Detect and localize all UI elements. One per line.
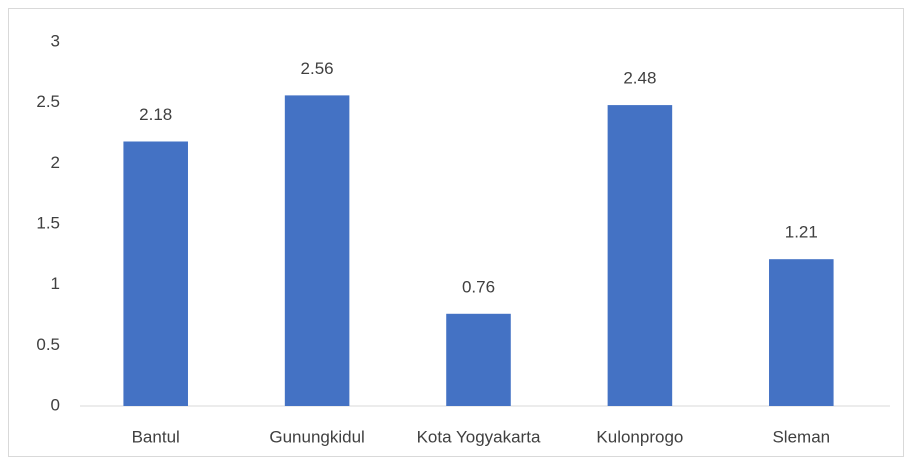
y-tick-label: 1 [51, 274, 60, 293]
bar [446, 313, 511, 406]
y-tick-label: 3 [51, 31, 60, 50]
y-tick-label: 2 [51, 153, 60, 172]
data-label: 1.21 [785, 223, 818, 242]
bar [607, 105, 673, 407]
bar [123, 141, 188, 406]
x-tick-label: Bantul [132, 427, 180, 446]
y-tick-label: 2.5 [36, 92, 60, 111]
x-tick-label: Sleman [772, 427, 830, 446]
data-label: 0.76 [462, 277, 495, 296]
y-tick-label: 0.5 [36, 335, 60, 354]
y-tick-label: 0 [51, 395, 60, 414]
data-label: 2.18 [139, 105, 172, 124]
y-tick-label: 1.5 [36, 213, 60, 232]
x-tick-label: Kulonprogo [596, 427, 683, 446]
x-tick-label: Kota Yogyakarta [417, 427, 541, 446]
bar [769, 259, 834, 406]
x-tick-label: Gunungkidul [269, 427, 364, 446]
data-label: 2.56 [301, 59, 334, 78]
data-label: 2.48 [623, 69, 656, 88]
bar [284, 95, 350, 407]
